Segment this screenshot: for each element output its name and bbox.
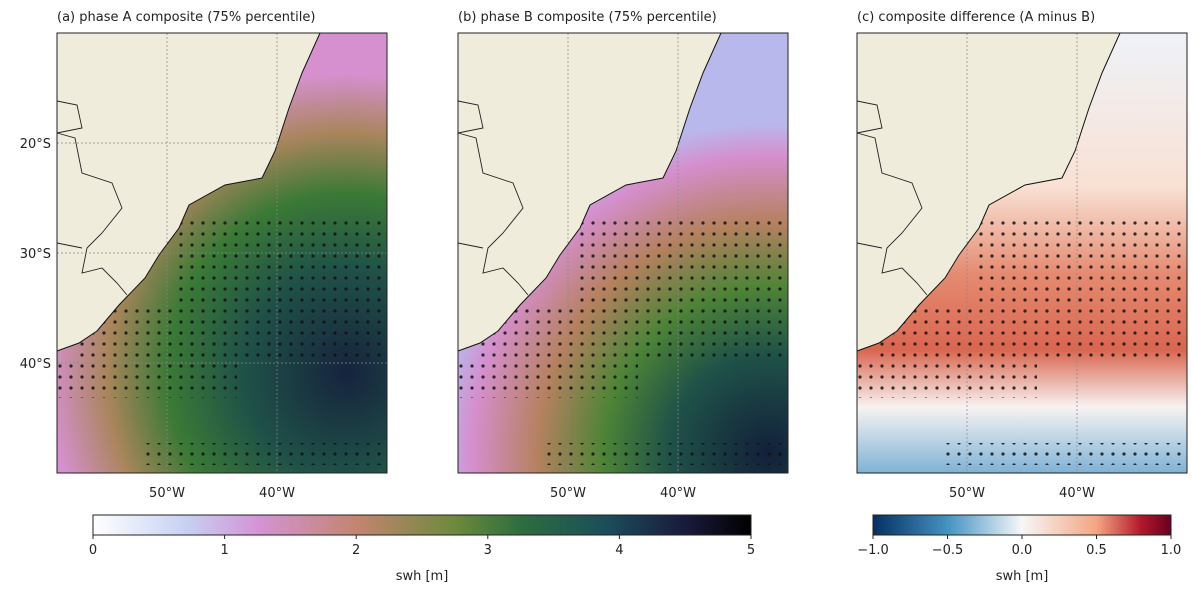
lat-label: 20°S	[20, 137, 51, 152]
colorbar-tick-label: 3	[484, 543, 492, 558]
stippling	[543, 443, 788, 465]
colorbar-label: swh [m]	[996, 569, 1049, 584]
map-panel: 50°W 40°W 20°S 30°S 40°S (a) phase A composit…	[20, 10, 388, 501]
lon-label: 40°W	[660, 486, 696, 501]
panel-title: (c) composite difference (A minus B)	[857, 10, 1095, 25]
colorbar-tick-label: 2	[352, 543, 360, 558]
stippling	[877, 303, 1187, 363]
stippling	[977, 218, 1187, 303]
stippling	[458, 363, 638, 398]
lon-label: 50°W	[149, 486, 185, 501]
colorbar-tick-label: 5	[747, 543, 755, 558]
stippling	[77, 303, 387, 363]
stippling	[942, 443, 1187, 465]
panel-title: (a) phase A composite (75% percentile)	[57, 10, 315, 25]
colorbar-tick-label: 0.5	[1086, 543, 1107, 558]
colorbar-tick-label: 0.0	[1012, 543, 1033, 558]
land	[56, 32, 321, 352]
map-frame	[457, 32, 789, 474]
lat-label: 40°S	[20, 357, 51, 372]
colorbar-label: swh [m]	[396, 569, 449, 584]
lon-label: 40°W	[1059, 486, 1095, 501]
stippling	[478, 303, 788, 363]
stippling	[142, 443, 387, 465]
border	[56, 100, 128, 296]
border	[856, 100, 928, 296]
border	[457, 100, 529, 296]
colorbar-tick-label: −0.5	[932, 543, 964, 558]
stippling	[57, 363, 237, 398]
panel-title: (b) phase B composite (75% percentile)	[458, 10, 717, 25]
colorbar	[872, 514, 1172, 536]
stippling	[857, 363, 1037, 398]
lon-label: 50°W	[949, 486, 985, 501]
stippling	[578, 218, 788, 303]
land	[457, 32, 722, 352]
colorbar-tick-label: 4	[615, 543, 623, 558]
colorbar-tick-label: 1	[220, 543, 228, 558]
land	[856, 32, 1121, 352]
stippling	[177, 218, 387, 303]
map-panel: 50°W 40°W (c) composite difference (A minu…	[856, 10, 1188, 501]
lon-label: 40°W	[259, 486, 295, 501]
colorbar-tick-label: 1.0	[1161, 543, 1182, 558]
colorbar-tick-label: 0	[89, 543, 97, 558]
colorbar-tick-label: −1.0	[857, 543, 889, 558]
map-frame	[856, 32, 1188, 474]
colorbar	[92, 514, 752, 536]
map-panel: 50°W 40°W (b) phase B composite (75% perce…	[457, 10, 789, 501]
lon-label: 50°W	[550, 486, 586, 501]
lat-label: 30°S	[20, 247, 51, 262]
map-frame	[56, 32, 388, 474]
